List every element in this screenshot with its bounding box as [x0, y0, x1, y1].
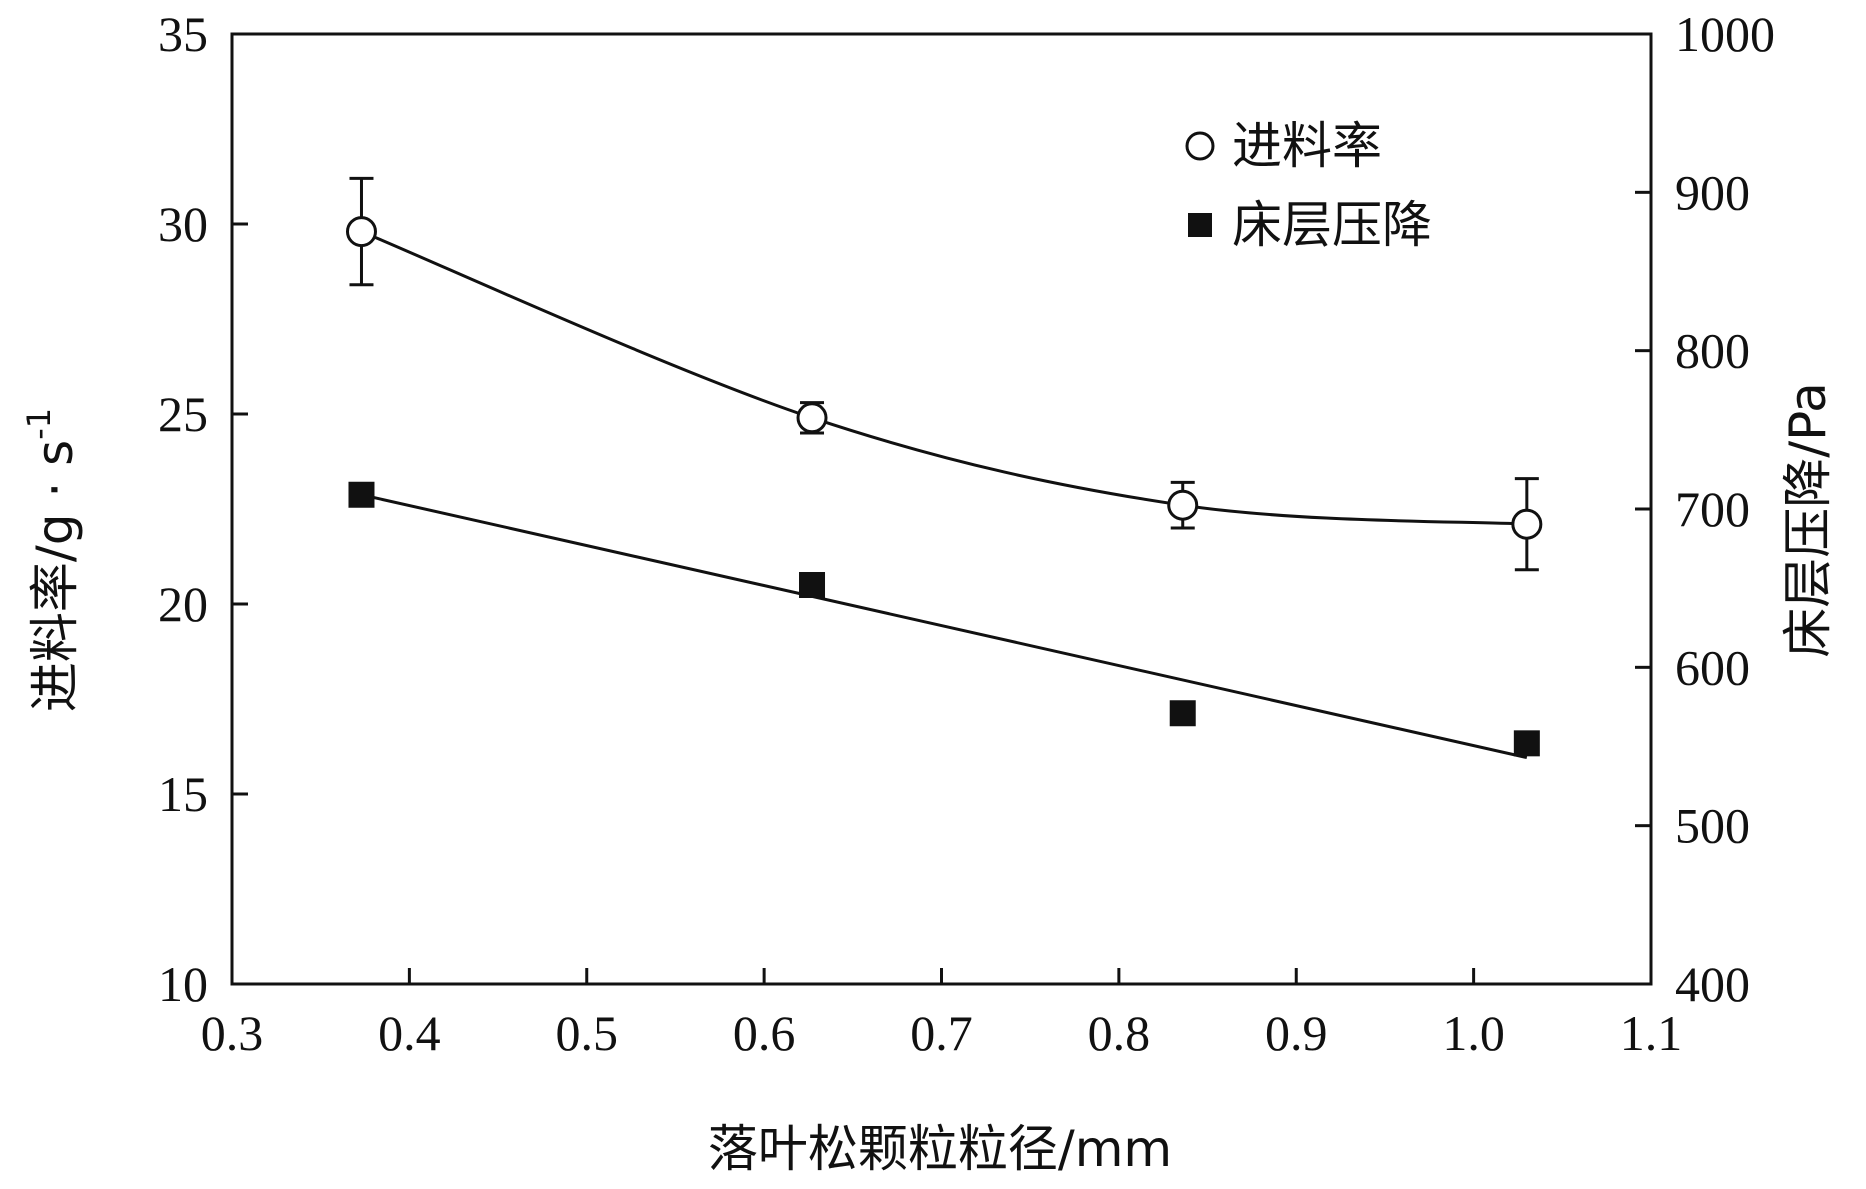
feed-rate-point: [1511, 508, 1543, 540]
left-y-axis-ticks: 10 15 20 25 30 35: [158, 6, 248, 1012]
x-tick-label: 0.8: [1088, 1005, 1151, 1061]
series-layer: [345, 176, 1543, 760]
right-y-tick-label: 800: [1675, 323, 1750, 379]
left-y-tick-label: 15: [158, 766, 208, 822]
legend-label-pressure-drop: 床层压降: [1232, 196, 1432, 254]
right-y-tick-label: 1000: [1675, 6, 1775, 62]
legend: 进料率 床层压降: [1185, 117, 1432, 254]
left-y-tick-label: 35: [158, 6, 208, 62]
left-y-axis-title-main: 进料率/g · s: [26, 440, 84, 712]
right-y-axis-ticks: 400 500 600 700 800 900 1000: [1635, 6, 1775, 1012]
x-tick-label: 1.1: [1620, 1005, 1683, 1061]
x-tick-label: 0.7: [910, 1005, 973, 1061]
pressure-drop-point: [1513, 730, 1540, 757]
right-y-tick-label: 900: [1675, 164, 1750, 220]
plot-border: [230, 32, 1653, 986]
legend-marker-feed-rate: [1185, 131, 1215, 161]
pressure-drop-point: [1169, 700, 1196, 727]
left-y-axis-title: 进料率/g · s-1: [20, 408, 84, 712]
right-y-axis-title: 床层压降/Pa: [1779, 382, 1837, 657]
left-y-axis-title-exponent: -1: [20, 408, 58, 440]
feed-rate-point: [1167, 489, 1199, 521]
legend-label-feed-rate: 进料率: [1232, 117, 1382, 175]
left-y-tick-label: 25: [158, 386, 208, 442]
legend-marker-pressure-drop: [1188, 213, 1212, 237]
pressure-drop-point: [799, 572, 826, 598]
feed-rate-fit-curve: [360, 230, 1527, 526]
right-y-tick-label: 700: [1675, 481, 1750, 537]
left-y-tick-label: 30: [158, 196, 208, 252]
x-tick-label: 0.6: [733, 1005, 796, 1061]
pressure-drop-fit-line: [361, 493, 1528, 760]
x-tick-label: 0.9: [1265, 1005, 1328, 1061]
feed-rate-point: [796, 402, 828, 434]
pressure-drop-point: [348, 481, 375, 508]
left-y-tick-label: 10: [158, 956, 208, 1012]
right-y-tick-label: 500: [1675, 798, 1750, 854]
x-axis-title: 落叶松颗粒粒径/mm: [708, 1120, 1172, 1178]
x-tick-label: 1.0: [1442, 1005, 1505, 1061]
x-tick-label: 0.3: [201, 1005, 264, 1061]
right-y-tick-label: 400: [1675, 956, 1750, 1012]
plot-frame: [230, 32, 1653, 986]
x-axis-ticks: 0.3 0.4 0.5 0.6 0.7 0.8 0.9 1.0 1.1: [201, 968, 1683, 1061]
right-y-tick-label: 600: [1675, 639, 1750, 695]
x-tick-label: 0.4: [378, 1005, 441, 1061]
x-tick-label: 0.5: [556, 1005, 619, 1061]
feed-rate-point: [345, 216, 377, 248]
left-y-tick-label: 20: [158, 576, 208, 632]
